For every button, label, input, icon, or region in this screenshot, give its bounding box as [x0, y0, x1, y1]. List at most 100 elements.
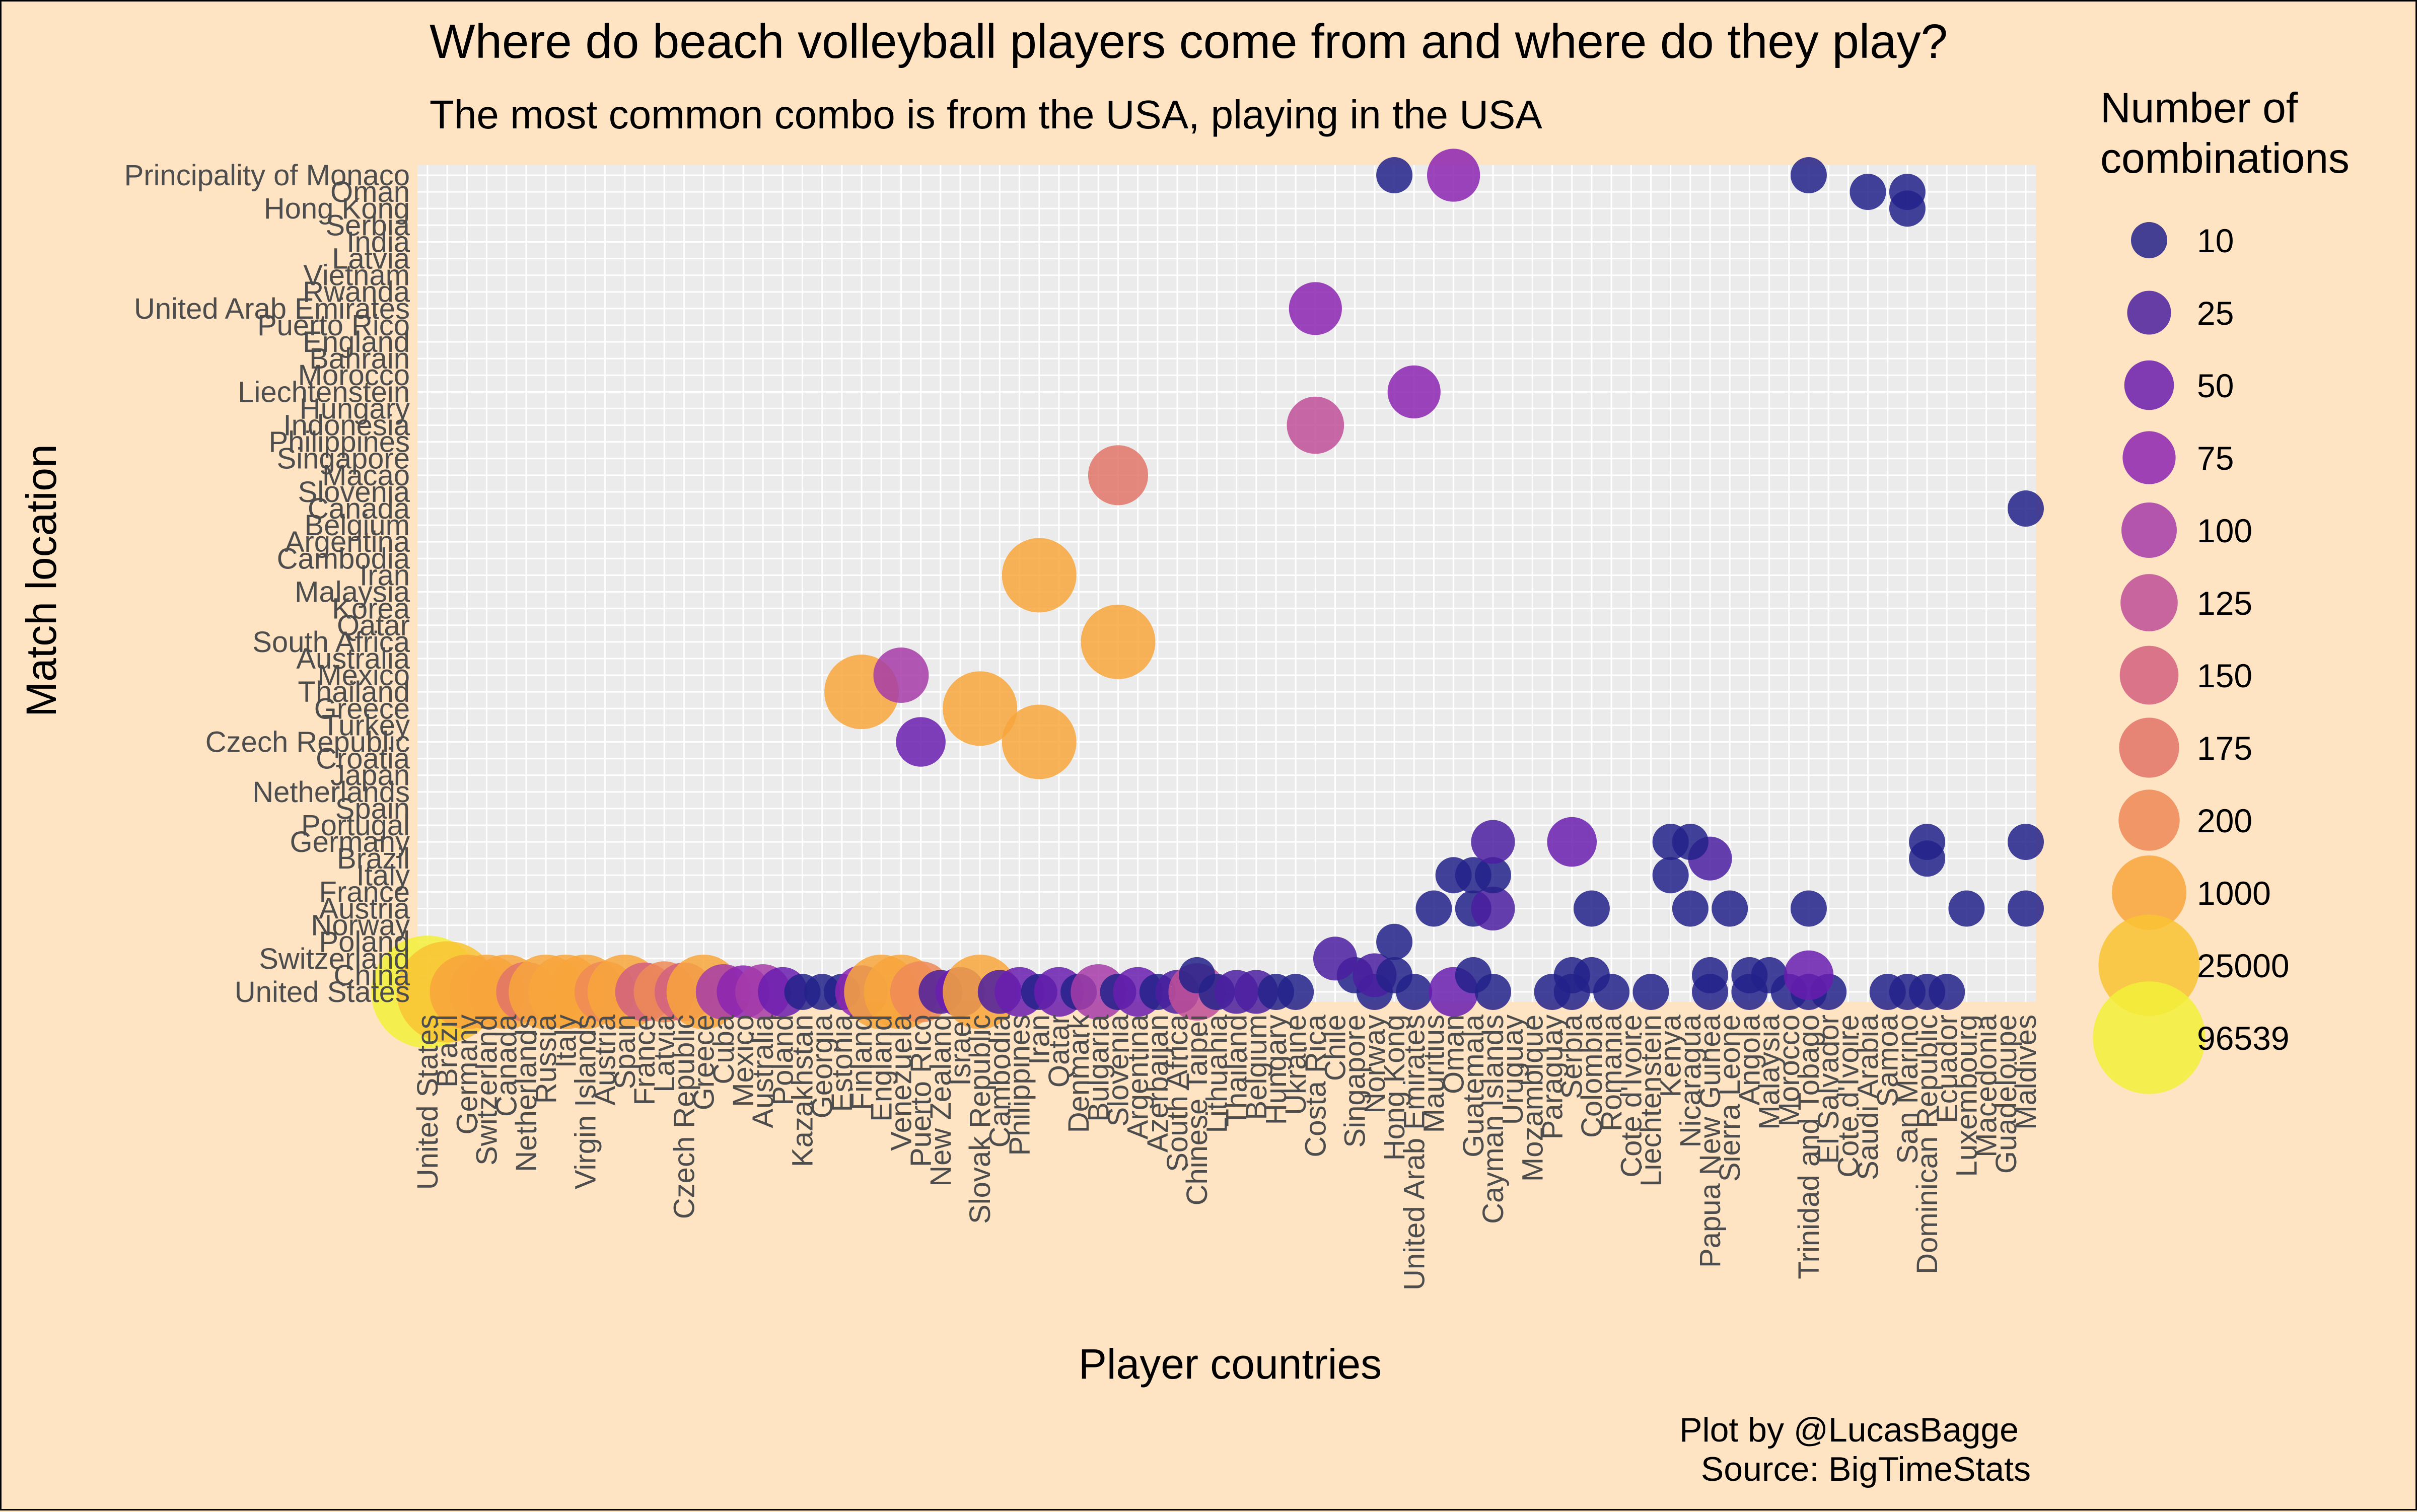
- scatter-point: [943, 671, 1018, 746]
- x-tick-label: Romania: [1595, 1014, 1628, 1131]
- x-tick-label: Austria: [589, 1014, 622, 1105]
- y-tick-label: Switzerland: [259, 943, 410, 975]
- legend-title-line1: Number of: [2100, 84, 2298, 131]
- legend-key: [2127, 291, 2171, 335]
- legend-key: [2119, 717, 2179, 778]
- scatter-point: [1081, 604, 1156, 679]
- x-tick-label: Czech Republic: [668, 1015, 700, 1219]
- scatter-point: [1427, 149, 1480, 202]
- y-tick-label: South Africa: [252, 626, 410, 659]
- x-tick-label: Lithuania: [1200, 1014, 1233, 1133]
- x-tick-label: Liechtenstein: [1634, 1015, 1667, 1187]
- scatter-point: [1088, 445, 1149, 506]
- scatter-point: [896, 717, 946, 767]
- x-tick-label: Slovenia: [1102, 1014, 1134, 1126]
- y-tick-label: Rwanda: [303, 276, 410, 309]
- scatter-point: [1948, 890, 1985, 927]
- legend-key: [2131, 222, 2167, 258]
- scatter-point: [1376, 957, 1413, 993]
- y-tick-label: Serbia: [325, 209, 410, 242]
- y-tick-label: Bahrain: [309, 342, 410, 375]
- x-tick-label: Sierra Leone: [1714, 1015, 1746, 1182]
- y-tick-label: Macao: [322, 459, 410, 492]
- legend-key: [2120, 574, 2178, 631]
- y-tick-label: Greece: [314, 692, 410, 725]
- scatter-point: [2008, 824, 2044, 860]
- y-tick-label: Malaysia: [295, 576, 410, 609]
- x-tick-label: Qatar: [1043, 1015, 1076, 1088]
- legend-key: [2122, 431, 2176, 484]
- y-tick-label: Norway: [311, 909, 410, 942]
- scatter-point: [1790, 157, 1827, 193]
- x-tick-label: Latvia: [648, 1014, 681, 1093]
- y-tick-label: Croatia: [316, 743, 410, 775]
- legend-title-line2: combinations: [2100, 134, 2350, 182]
- legend-label: 1000: [2197, 875, 2271, 912]
- scatter-point: [1850, 174, 1886, 210]
- legend-key: [2093, 981, 2206, 1094]
- x-tick-label: Ecuador: [1931, 1015, 1963, 1123]
- y-tick-label: Vietnam: [303, 259, 410, 292]
- y-tick-label: Australia: [296, 642, 410, 675]
- x-tick-label: Nicaragua: [1674, 1014, 1707, 1147]
- x-tick-labels: United StatesBrazilGermanySwitzerlandCan…: [411, 1014, 2042, 1290]
- scatter-point: [1277, 974, 1314, 1010]
- x-tick-label: Azerbaijan: [1142, 1015, 1174, 1153]
- x-tick-label: Chile: [1319, 1015, 1352, 1081]
- x-tick-label: Iran: [1023, 1015, 1056, 1065]
- y-tick-label: Cambodia: [277, 542, 410, 575]
- x-tick-label: Poland: [766, 1015, 799, 1106]
- y-tick-label: Hungary: [300, 392, 410, 425]
- y-tick-labels: United StatesChinaSwitzerlandPolandNorwa…: [124, 159, 410, 1009]
- y-tick-label: Singapore: [277, 443, 410, 475]
- x-tick-label: Philippines: [1004, 1015, 1036, 1156]
- y-tick-label: Morocco: [298, 359, 410, 392]
- scatter-point: [1712, 890, 1748, 927]
- legend-label: 175: [2197, 730, 2252, 767]
- x-tick-label: France: [628, 1015, 661, 1106]
- x-tick-label: England: [865, 1015, 898, 1122]
- y-tick-label: Poland: [319, 926, 410, 959]
- scatter-point: [1652, 857, 1689, 894]
- x-tick-label: Venezuela: [885, 1014, 917, 1151]
- scatter-point: [1784, 950, 1834, 1000]
- y-tick-label: France: [319, 876, 410, 908]
- legend-label: 25: [2197, 295, 2234, 332]
- scatter-point: [1692, 957, 1729, 993]
- y-tick-label: Belgium: [304, 509, 410, 542]
- scatter-point: [1471, 886, 1515, 931]
- legend-label: 75: [2197, 440, 2234, 477]
- y-tick-label: Turkey: [322, 709, 410, 742]
- plot-grid: [417, 165, 2036, 1002]
- y-tick-label: Principality of Monaco: [124, 159, 410, 192]
- y-tick-label: India: [346, 226, 410, 258]
- y-tick-label: Canada: [308, 492, 410, 525]
- y-tick-label: Germany: [290, 826, 410, 858]
- y-tick-label: Argentina: [285, 526, 410, 558]
- x-tick-label: Mozambique: [1516, 1015, 1549, 1182]
- scatter-point: [1002, 704, 1077, 779]
- x-tick-label: Ukraine: [1279, 1015, 1312, 1115]
- scatter-point: [1471, 820, 1515, 864]
- scatter-point: [1573, 890, 1610, 927]
- x-tick-label: Russia: [530, 1014, 562, 1104]
- y-axis-label: Match location: [18, 444, 65, 717]
- x-tick-label: Cuba: [707, 1014, 740, 1084]
- legend-key: [2118, 789, 2180, 851]
- scatter-point: [2008, 890, 2044, 927]
- x-tick-label: Slovak Republic: [964, 1015, 997, 1224]
- x-tick-label: Hungary: [1260, 1015, 1293, 1125]
- scatter-point: [1287, 396, 1344, 454]
- x-tick-label: Chinese Taipei: [1181, 1015, 1214, 1205]
- legend-label: 100: [2197, 512, 2252, 549]
- scatter-point: [1475, 857, 1511, 894]
- x-tick-label: Italy: [549, 1015, 582, 1068]
- x-tick-label: Cambodia: [983, 1014, 1016, 1147]
- x-tick-label: Puerto Rico: [905, 1015, 938, 1167]
- x-tick-label: Saudi Arabia: [1852, 1014, 1885, 1180]
- x-tick-label: Thailand: [1221, 1015, 1253, 1126]
- legend-label: 150: [2197, 657, 2252, 694]
- x-tick-label: Macedonia: [1970, 1014, 2003, 1157]
- x-tick-label: Kenya: [1655, 1014, 1687, 1097]
- x-tick-label: Cayman Islands: [1477, 1015, 1510, 1224]
